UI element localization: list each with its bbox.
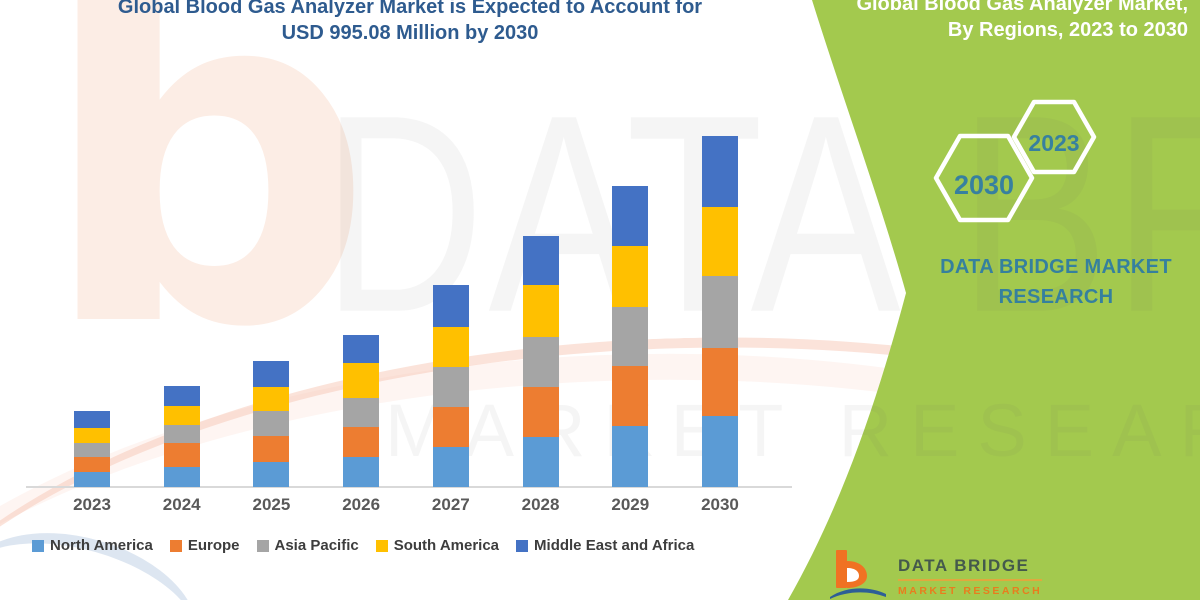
- hexagon-2030-label: 2030: [954, 170, 1014, 200]
- bar-segment-south-america: [432, 326, 469, 368]
- panel-heading: Global Blood Gas Analyzer Market, By Reg…: [856, 0, 1188, 43]
- x-axis-line: [26, 486, 792, 488]
- legend-item-middle-east-and-africa: Middle East and Africa: [516, 537, 694, 554]
- legend-item-asia-pacific: Asia Pacific: [256, 537, 359, 554]
- bar-segment-north-america: [343, 457, 380, 487]
- x-axis-label: 2029: [611, 495, 650, 514]
- x-axis-label: 2026: [342, 495, 381, 514]
- bar-segment-south-america: [163, 405, 200, 425]
- bar-segment-europe: [74, 457, 110, 472]
- legend-swatch: [375, 539, 388, 552]
- chart-title-line1: Global Blood Gas Analyzer Market is Expe…: [117, 0, 703, 18]
- footer-brand-text: DATA BRIDGE MARKET RESEARCH: [898, 556, 1043, 597]
- legend-item-south-america: South America: [375, 537, 500, 554]
- bar-segment-asia-pacific: [522, 336, 559, 387]
- bar-segment-europe: [522, 386, 559, 437]
- x-axis-label: 2027: [431, 495, 470, 514]
- bar-segment-south-america: [522, 284, 559, 337]
- x-axis-label: 2023: [73, 495, 111, 514]
- bar-segment-south-america: [74, 428, 110, 443]
- bar-segment-europe: [163, 442, 200, 467]
- bar-segment-north-america: [701, 416, 738, 487]
- bar-segment-middle-east-and-africa: [253, 361, 290, 387]
- bar-segment-middle-east-and-africa: [612, 186, 649, 247]
- chart-title: Global Blood Gas Analyzer Market is Expe…: [30, 0, 790, 47]
- panel-heading-line2: By Regions, 2023 to 2030: [947, 19, 1188, 41]
- bar-segment-asia-pacific: [612, 307, 649, 367]
- bar-segment-north-america: [522, 436, 559, 487]
- hexagon-2030: [933, 133, 1035, 223]
- bar-segment-south-america: [253, 386, 290, 411]
- bar-segment-middle-east-and-africa: [343, 334, 380, 364]
- legend: North America Europe Asia Pacific South Ame…: [32, 537, 694, 554]
- bar-segment-middle-east-and-africa: [163, 386, 200, 406]
- legend-item-north-america: North America: [32, 537, 153, 554]
- legend-swatch: [516, 539, 529, 552]
- bar-segment-north-america: [253, 461, 290, 487]
- bar-segment-middle-east-and-africa: [432, 284, 469, 327]
- market-research-watermark-text: MARKET RESEARCH: [385, 389, 1200, 472]
- legend-swatch: [169, 539, 182, 552]
- footer-brand-name: DATA BRIDGE: [898, 556, 1043, 581]
- legend-swatch: [32, 539, 44, 552]
- bar-segment-middle-east-and-africa: [701, 136, 738, 207]
- hexagon-2023-label: 2023: [1028, 130, 1079, 156]
- data-bridge-logo-icon: [830, 550, 886, 599]
- legend-swatch: [256, 539, 269, 552]
- legend-label: Middle East and Africa: [534, 537, 695, 554]
- x-axis-label: 2028: [521, 495, 560, 514]
- bar-segment-north-america: [163, 466, 200, 487]
- bar-segment-europe: [612, 366, 649, 426]
- bar-segment-north-america: [432, 446, 469, 487]
- bar-segment-north-america: [612, 425, 649, 487]
- legend-label: South America: [393, 537, 500, 554]
- brand-caption: DATA BRIDGE MARKET RESEARCH: [920, 252, 1192, 312]
- bar-segment-europe: [343, 427, 380, 458]
- bar-segment-europe: [701, 348, 738, 416]
- bar-segment-south-america: [701, 207, 738, 276]
- chart-title-line2: USD 995.08 Million by 2030: [281, 22, 539, 45]
- footer-brand: DATA BRIDGE MARKET RESEARCH: [826, 550, 1043, 600]
- brand-b-watermark: b: [38, 0, 375, 430]
- bar-segment-asia-pacific: [432, 367, 469, 407]
- bar-segment-asia-pacific: [163, 424, 200, 443]
- bar-segment-asia-pacific: [701, 276, 738, 348]
- legend-label: Asia Pacific: [274, 537, 359, 554]
- bar-segment-asia-pacific: [253, 410, 290, 436]
- legend-label: North America: [50, 537, 153, 554]
- legend-label: Europe: [187, 537, 240, 554]
- bar-segment-asia-pacific: [74, 442, 110, 458]
- hexagon-2023: [1011, 99, 1097, 175]
- green-panel-shape: [788, 0, 1200, 600]
- bar-segment-south-america: [343, 363, 380, 399]
- bar-segment-asia-pacific: [343, 398, 380, 428]
- bar-segment-middle-east-and-africa: [74, 411, 110, 429]
- bar-segment-europe: [432, 406, 469, 447]
- panel-heading-line1: Global Blood Gas Analyzer Market,: [856, 0, 1188, 15]
- x-axis-label: 2030: [701, 495, 739, 514]
- bar-segment-south-america: [612, 246, 649, 308]
- brand-caption-line1: DATA BRIDGE MARKET: [940, 256, 1172, 278]
- legend-item-europe: Europe: [169, 537, 240, 554]
- bar-segment-north-america: [74, 471, 110, 487]
- x-axis-label: 2025: [252, 495, 291, 514]
- brand-caption-line2: RESEARCH: [998, 286, 1114, 308]
- footer-brand-subtitle: MARKET RESEARCH: [898, 585, 1043, 597]
- bar-segment-middle-east-and-africa: [522, 235, 559, 285]
- bar-segment-europe: [253, 435, 290, 462]
- x-axis-label: 2024: [162, 495, 201, 514]
